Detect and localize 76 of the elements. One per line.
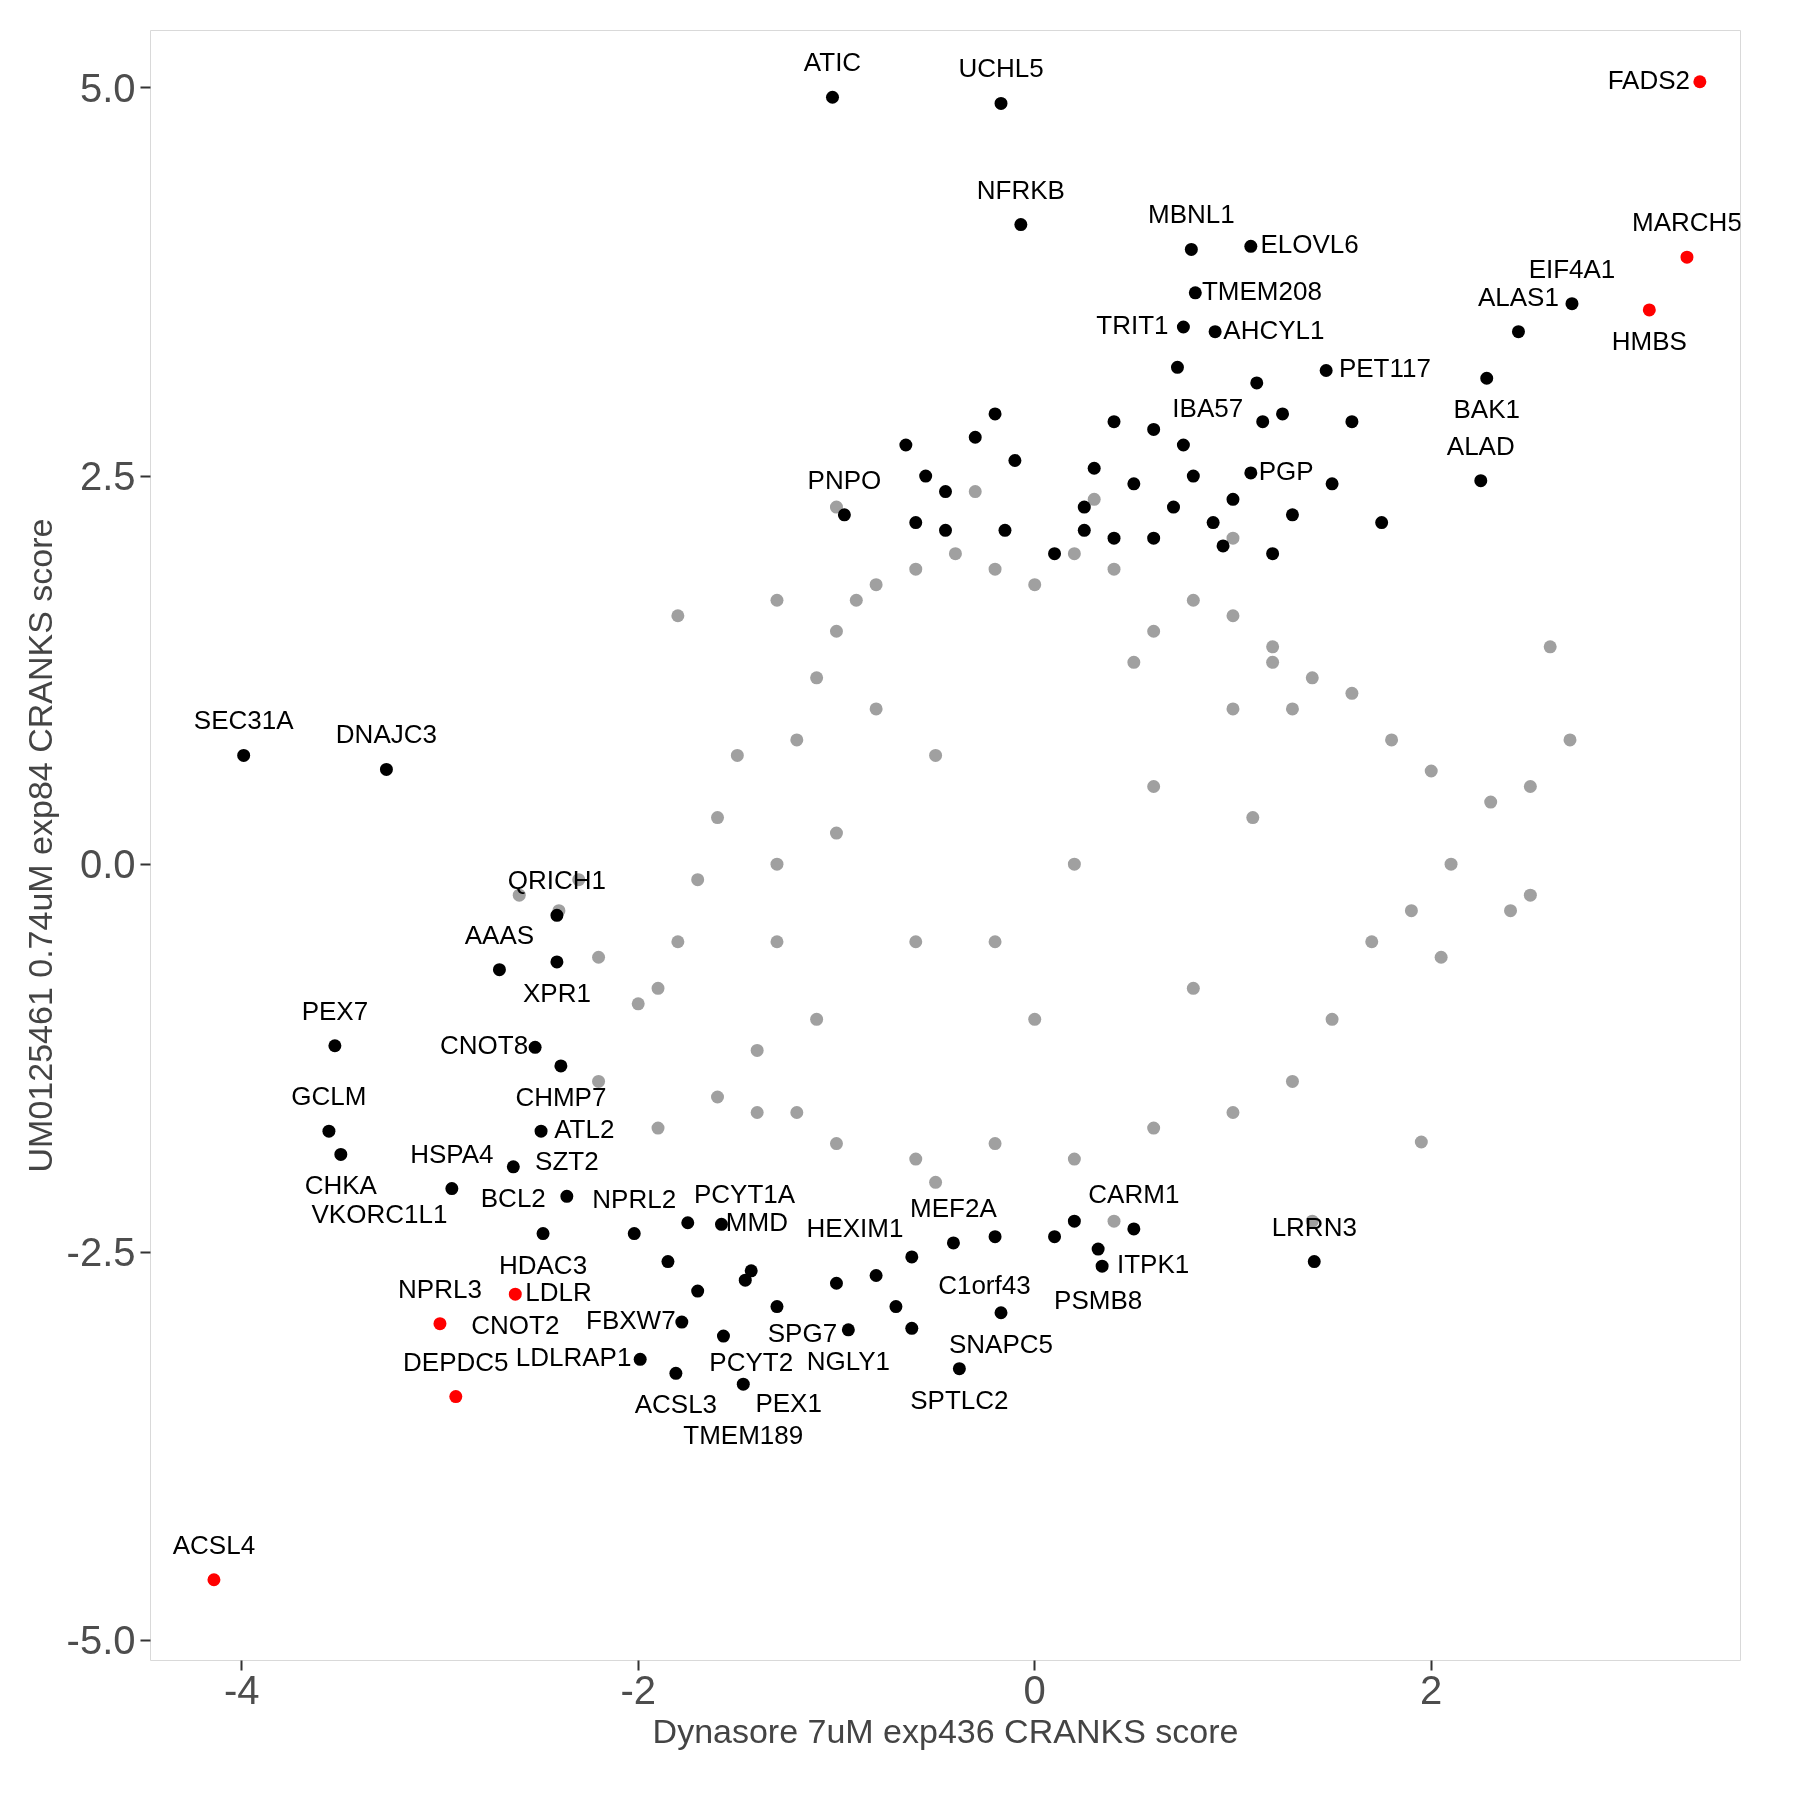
annotation: C1orf43 (938, 1270, 1031, 1301)
annotation: NFRKB (976, 174, 1065, 205)
annotation: NPRL3 (398, 1273, 482, 1304)
annotation: ELOVL6 (1260, 229, 1359, 260)
annotation: BCL2 (480, 1182, 546, 1213)
annotation: TMEM189 (683, 1420, 804, 1451)
annotation: CHMP7 (515, 1081, 607, 1112)
annotation: NPRL2 (592, 1183, 677, 1214)
y-axis-title: UM0125461 0.74uM exp84 CRANKS score (20, 518, 59, 1173)
annotation: ATL2 (554, 1114, 615, 1145)
annotation: AAAS (464, 919, 535, 950)
annotation: LRRN3 (1271, 1211, 1357, 1242)
x-tick-label: 2 (1420, 1667, 1443, 1712)
annotation: LDLRAP1 (515, 1342, 632, 1373)
annotation: MEF2A (910, 1192, 998, 1223)
y-tick-label: -5.0 (66, 1618, 136, 1663)
annotation: IBA57 (1172, 392, 1244, 423)
point (1693, 75, 1707, 89)
y-tick-label: 2.5 (79, 454, 136, 499)
y-tick-label: 0.0 (79, 842, 136, 887)
annotation: PET117 (1338, 353, 1431, 384)
annotation: MARCH5 (1632, 207, 1742, 238)
annotation: PEX7 (301, 995, 369, 1026)
annotation: PNPO (807, 464, 882, 495)
annotation: DNAJC3 (335, 719, 437, 750)
annotation: ALAD (1446, 430, 1515, 461)
annotation: HDAC3 (498, 1249, 588, 1280)
annotation: CNOT2 (471, 1310, 560, 1341)
annotation: PGP (1258, 455, 1314, 486)
annotation: MMD (725, 1207, 788, 1238)
annotation: XPR1 (522, 977, 591, 1008)
point (508, 1287, 522, 1301)
annotation: SEC31A (193, 705, 295, 736)
y-tick-label: -2.5 (66, 1230, 136, 1275)
annotation: FBXW7 (586, 1305, 676, 1336)
annotation: SPTLC2 (910, 1384, 1009, 1415)
annotation: ALAS1 (1477, 281, 1559, 312)
annotation: SNAPC5 (948, 1328, 1054, 1359)
annotation: CARM1 (1088, 1178, 1180, 1209)
annotation: SZT2 (535, 1146, 599, 1177)
annotation: TRIT1 (1096, 310, 1169, 340)
point (207, 1573, 221, 1587)
annotation: ITPK1 (1117, 1249, 1190, 1280)
y-tick-label: 5.0 (79, 65, 136, 110)
annotation: PCYT1A (694, 1178, 796, 1209)
annotation: PEX1 (755, 1388, 822, 1419)
point (1680, 250, 1694, 264)
annotation: MBNL1 (1147, 199, 1235, 230)
annotation: DEPDC5 (403, 1346, 509, 1377)
annotation: CHKA (304, 1170, 378, 1201)
annotation: GCLM (291, 1081, 367, 1112)
annotation: ACSL3 (634, 1389, 718, 1420)
annotation: ATIC (803, 47, 862, 78)
annotation: ACSL4 (172, 1529, 256, 1560)
annotation: VKORC1L1 (311, 1198, 448, 1229)
x-tick-label: -2 (620, 1667, 656, 1712)
annotation: HSPA4 (410, 1138, 494, 1169)
annotation: PSMB8 (1054, 1285, 1143, 1316)
point (449, 1390, 463, 1404)
annotation: EIF4A1 (1528, 253, 1616, 284)
annotation: FADS2 (1607, 64, 1691, 95)
point (433, 1317, 447, 1331)
annotation: PCYT2 (709, 1346, 794, 1377)
point (1642, 303, 1656, 317)
annotation: TMEM208 (1201, 275, 1322, 306)
annotation: AHCYL1 (1223, 314, 1325, 345)
x-tick-label: 0 (1023, 1667, 1046, 1712)
annotation: CNOT8 (440, 1030, 529, 1061)
x-axis-title: Dynasore 7uM exp436 CRANKS score (652, 1711, 1239, 1750)
annotation: BAK1 (1453, 394, 1520, 425)
x-tick-label: -4 (223, 1667, 260, 1712)
annotation: LDLR (525, 1277, 592, 1308)
annotation: QRICH1 (507, 865, 607, 896)
annotation: HEXIM1 (806, 1212, 904, 1243)
annotation: HMBS (1611, 325, 1687, 356)
annotation: UCHL5 (958, 53, 1044, 84)
